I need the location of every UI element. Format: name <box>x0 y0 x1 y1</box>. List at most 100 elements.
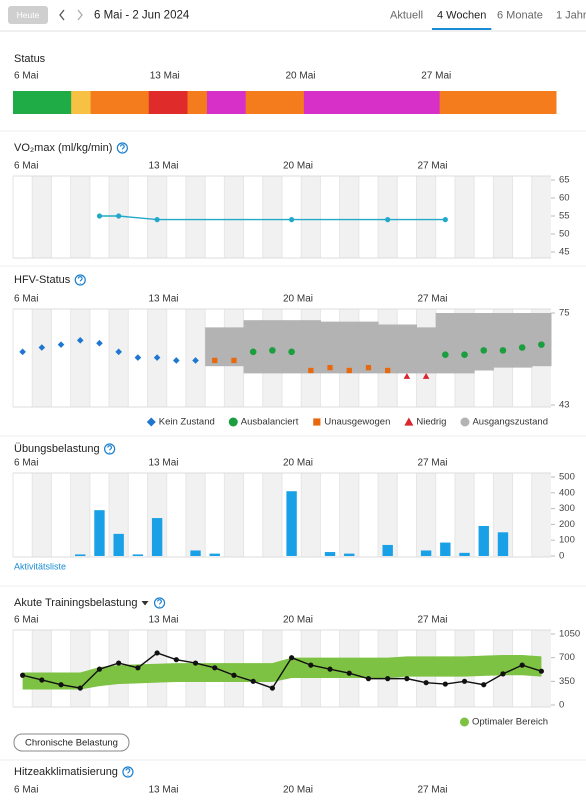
info-icon-mark <box>120 144 125 152</box>
day-stripe <box>70 309 90 407</box>
point <box>135 665 141 671</box>
baseline-band <box>358 321 379 374</box>
point <box>77 685 83 691</box>
baseline-band <box>339 321 360 374</box>
point <box>154 217 160 223</box>
next-arrow[interactable] <box>77 9 83 21</box>
baseline-band <box>416 327 437 374</box>
section-title: Hitzeakklimatisierung <box>14 766 118 778</box>
baseline-band <box>397 324 417 374</box>
day-stripe <box>301 176 321 258</box>
baseline-band <box>205 327 225 367</box>
point <box>249 348 257 356</box>
section-title: Status <box>14 53 46 65</box>
y-tick-label: 50 <box>559 229 570 240</box>
point <box>269 685 275 691</box>
status-day <box>245 91 266 114</box>
tab[interactable]: Aktuell <box>390 9 423 21</box>
x-tick-label: 6 Mai <box>14 161 38 172</box>
y-tick-label: 60 <box>559 193 570 204</box>
bar <box>113 533 124 556</box>
x-tick-label: 20 Mai <box>283 615 313 626</box>
legend-marker <box>228 417 238 427</box>
x-tick-label: 27 Mai <box>418 785 448 796</box>
y-tick-label: 200 <box>559 519 575 530</box>
x-tick-label: 27 Mai <box>418 294 448 305</box>
status-day <box>342 91 363 114</box>
x-tick-label: 6 Mai <box>14 458 38 469</box>
status-day <box>187 91 208 114</box>
bar <box>324 552 336 556</box>
bar <box>344 553 355 556</box>
x-tick-label: 6 Mai <box>14 615 38 626</box>
info-icon[interactable] <box>122 766 134 778</box>
point <box>173 657 179 663</box>
x-tick-label: 13 Mai <box>150 71 180 82</box>
tab[interactable]: 1 Jahr <box>556 9 586 21</box>
point <box>192 660 199 666</box>
baseline-band <box>282 320 302 374</box>
baseline-band <box>320 321 341 374</box>
baseline-band <box>474 313 494 371</box>
today-button[interactable] <box>8 6 48 24</box>
baseline-band <box>435 313 456 374</box>
point <box>289 655 295 661</box>
legend-marker <box>404 417 414 426</box>
info-icon[interactable] <box>116 142 128 154</box>
point <box>385 367 391 374</box>
point <box>461 678 468 684</box>
point <box>57 341 65 348</box>
y-tick-label: 75 <box>559 308 570 319</box>
y-tick-label: 0 <box>559 551 564 562</box>
chronic-load-label[interactable]: Chronische Belastung <box>25 738 118 749</box>
info-icon[interactable] <box>153 597 166 609</box>
point <box>96 339 103 347</box>
baseline-band <box>512 313 533 368</box>
point <box>365 364 372 371</box>
day-stripe <box>70 630 90 707</box>
y-tick-label: 300 <box>559 503 575 514</box>
day-stripe <box>147 176 167 258</box>
point <box>20 672 26 678</box>
point <box>308 367 314 374</box>
status-day <box>439 91 460 114</box>
status-day <box>129 91 150 114</box>
y-tick-label: 45 <box>559 247 570 258</box>
point <box>404 676 410 682</box>
activity-list-link[interactable]: Aktivitätsliste <box>14 561 66 571</box>
tab[interactable]: 6 Monate <box>497 9 543 21</box>
point <box>38 344 46 351</box>
point <box>480 347 488 354</box>
point <box>365 676 372 682</box>
legend-marker <box>460 417 470 427</box>
point <box>519 662 525 668</box>
point <box>58 682 64 688</box>
prev-arrow[interactable] <box>59 9 65 21</box>
status-day <box>206 91 227 114</box>
day-stripe <box>531 176 551 258</box>
baseline-band <box>531 313 552 367</box>
day-stripe <box>416 473 436 557</box>
point <box>76 337 84 344</box>
x-tick-label: 13 Mai <box>149 294 179 305</box>
info-icon[interactable] <box>104 443 116 455</box>
status-day <box>459 91 479 114</box>
y-tick-label: 43 <box>559 400 570 411</box>
chronic-load-button[interactable] <box>13 733 130 752</box>
dropdown-caret[interactable] <box>141 601 149 606</box>
x-tick-label: 13 Mai <box>149 161 179 172</box>
point <box>212 357 218 364</box>
point <box>538 341 545 348</box>
status-day <box>90 91 111 114</box>
today-label[interactable]: Heute <box>17 10 40 20</box>
status-day <box>381 91 402 114</box>
info-icon[interactable] <box>74 274 86 286</box>
point <box>154 650 160 656</box>
day-stripe <box>531 473 551 557</box>
line <box>99 215 446 221</box>
status-day <box>148 91 169 114</box>
tab[interactable]: 4 Wochen <box>437 9 486 21</box>
baseline-band <box>493 313 514 368</box>
baseline-band <box>378 324 398 374</box>
